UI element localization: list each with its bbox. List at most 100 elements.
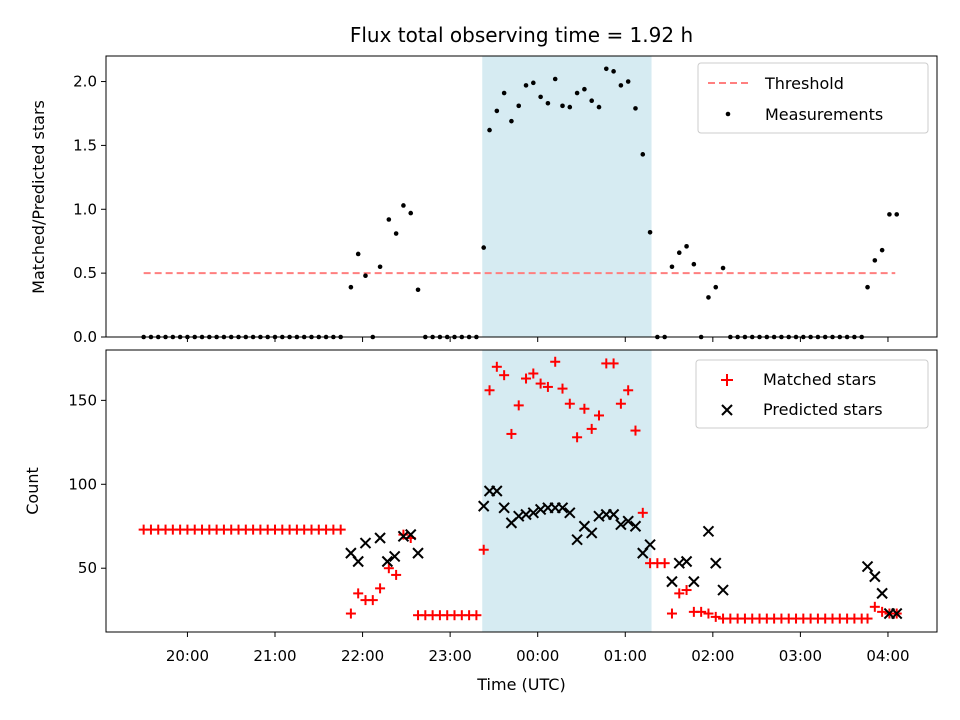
legend-measurements-label: Measurements	[765, 105, 883, 124]
measurement-point	[669, 264, 675, 270]
bottom-y-tick-label: 50	[78, 559, 97, 577]
measurement-point	[894, 212, 900, 217]
measurement-point	[408, 210, 414, 216]
x-axis-label: Time (UTC)	[476, 675, 565, 694]
predicted-star-point	[680, 555, 693, 568]
predicted-star-point	[388, 550, 401, 563]
matched-star-point	[471, 610, 482, 621]
predicted-star-point	[615, 518, 627, 531]
measurement-point	[640, 152, 646, 157]
matched-star-point	[703, 608, 714, 619]
bottom-y-tick-label: 150	[68, 391, 97, 409]
predicted-star-point	[710, 557, 722, 569]
bottom-y-tick-label: 100	[68, 475, 97, 493]
measurement-point	[509, 118, 514, 124]
matched-star-point	[862, 613, 873, 624]
matched-star-point	[499, 370, 510, 381]
top-y-tick-label: 1.5	[73, 136, 97, 154]
measurement-point	[523, 83, 529, 88]
measurement-point	[676, 250, 682, 255]
predicted-points	[345, 485, 903, 620]
matched-star-point	[681, 585, 692, 596]
measurement-point	[879, 247, 885, 253]
measurement-point	[401, 203, 406, 208]
measurement-point	[501, 90, 507, 96]
matched-star-point	[345, 608, 356, 619]
measurement-point	[582, 86, 587, 92]
bottom-x-axis: 20:00 21:00 22:00 23:00 00:00 01:00 02:00 03:00…	[166, 632, 910, 665]
matched-star-point	[484, 385, 495, 396]
matched-star-point	[375, 583, 386, 594]
matched-star-point	[521, 373, 532, 384]
legend-threshold-label: Threshold	[764, 74, 844, 93]
matched-star-point	[637, 507, 648, 518]
matched-star-point	[542, 381, 553, 392]
measurement-point	[377, 264, 383, 270]
legend-matched-swatch	[721, 374, 733, 386]
predicted-star-point	[527, 507, 540, 519]
bottom-x-tick-label: 22:00	[341, 647, 384, 665]
measurement-point	[647, 229, 653, 235]
matched-star-point	[630, 425, 641, 436]
measurement-point	[545, 100, 551, 106]
bottom-plot-frame	[105, 349, 938, 633]
matched-star-point	[608, 358, 619, 369]
measurement-point	[603, 66, 609, 72]
matched-star-point	[398, 529, 409, 540]
matched-points	[138, 356, 902, 624]
matched-star-point	[572, 432, 583, 443]
matched-star-point	[674, 588, 685, 599]
predicted-star-point	[477, 500, 490, 512]
measurement-point	[552, 76, 558, 82]
measurement-point	[363, 273, 368, 278]
measurement-point	[574, 90, 580, 96]
predicted-star-point	[861, 560, 874, 573]
matched-star-point	[623, 385, 634, 396]
predicted-star-point	[688, 575, 700, 588]
bottom-legend-box	[695, 359, 929, 429]
predicted-star-point	[374, 532, 386, 544]
top-x-ticks	[186, 337, 889, 342]
measurement-point	[691, 261, 697, 267]
matched-star-point	[528, 368, 539, 379]
matched-star-point	[877, 606, 888, 617]
measurement-point	[684, 244, 689, 249]
measurement-point	[415, 287, 421, 293]
matched-star-point	[710, 611, 721, 622]
legend-matched-label: Matched stars	[763, 370, 876, 389]
measurement-point	[625, 79, 631, 84]
legend-predicted-swatch	[721, 404, 733, 416]
predicted-star-point	[666, 575, 678, 588]
measurement-point	[386, 217, 392, 222]
legend-predicted-label: Predicted stars	[763, 400, 883, 419]
bottom-shaded-span	[482, 350, 652, 632]
measurement-point	[393, 231, 399, 236]
matched-star-point	[535, 378, 546, 389]
matched-star-point	[696, 606, 707, 617]
top-y-axis: 0.0 0.5 1.0 1.5 2.0	[73, 73, 106, 346]
measurement-point	[706, 295, 711, 300]
predicted-star-point	[629, 520, 642, 532]
bottom-x-tick-label: 03:00	[779, 647, 822, 665]
bottom-x-tick-label: 04:00	[866, 647, 909, 665]
predicted-star-point	[412, 547, 424, 559]
bottom-legend: Matched stars Predicted stars	[695, 359, 929, 429]
measurement-point	[567, 104, 573, 110]
predicted-star-point	[869, 570, 881, 583]
measurement-point	[494, 108, 500, 114]
measurement-point	[872, 258, 878, 263]
bottom-x-tick-label: 20:00	[166, 647, 209, 665]
predicted-star-point	[498, 502, 510, 514]
matched-star-point	[506, 428, 517, 439]
measurement-point	[618, 83, 624, 88]
measurement-point	[487, 127, 492, 133]
top-shaded-span	[482, 56, 652, 337]
measurement-point	[611, 69, 616, 74]
measurement-point	[531, 80, 536, 86]
matched-star-point	[383, 563, 394, 574]
matched-star-point	[666, 608, 677, 619]
predicted-star-point	[571, 533, 583, 546]
matched-star-point	[586, 423, 597, 434]
measurement-point	[865, 284, 870, 290]
matched-star-point	[659, 558, 670, 569]
